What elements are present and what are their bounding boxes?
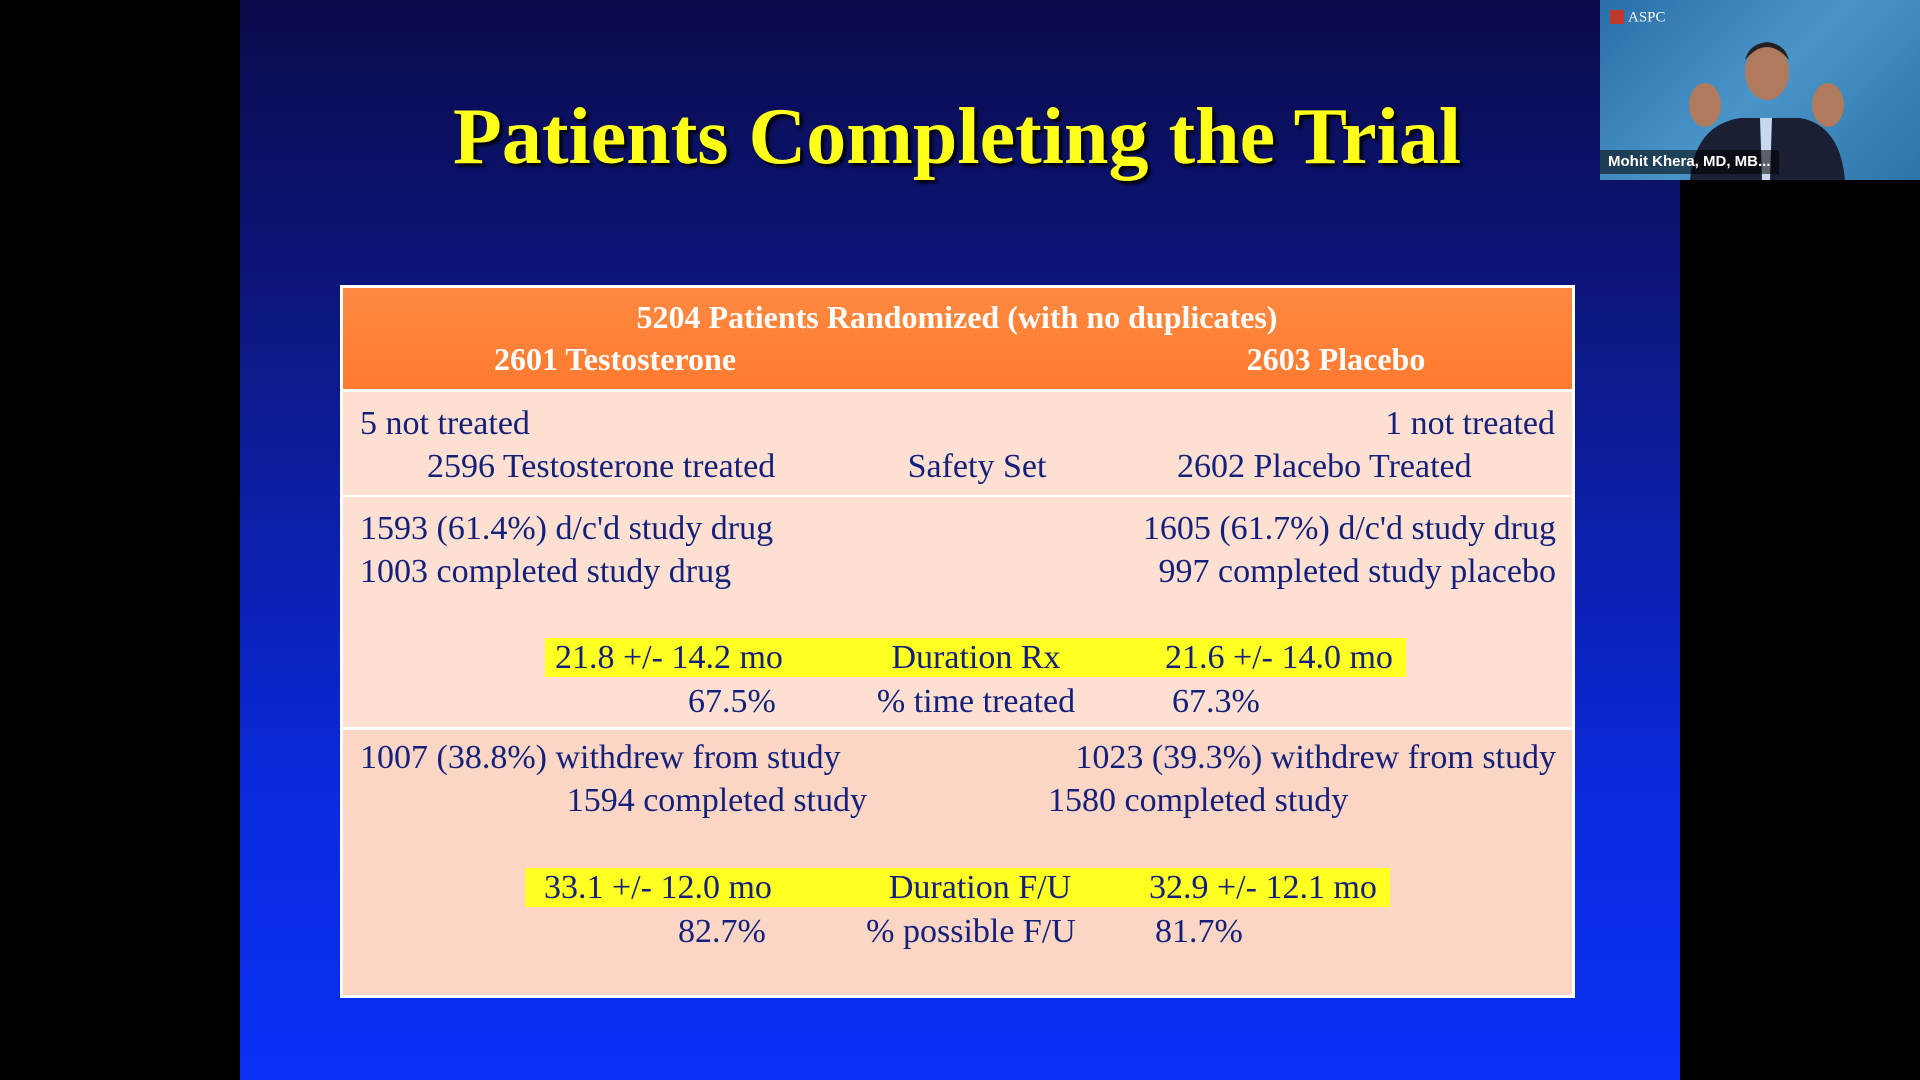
cell: 82.7% [678,913,766,950]
cell: 1605 (61.7%) d/c'd study drug [1142,510,1556,547]
cell: 1023 (39.3%) withdrew from study [1075,739,1556,776]
header-right: 2603 Placebo [1246,341,1426,377]
name-plate: Mohit Khera, MD, MB... [1600,150,1779,174]
cell: 1 not treated [1385,405,1555,442]
section-3 [343,730,1572,995]
cell: 5 not treated [360,405,530,442]
video-tile: ASPC Mohit Khera, MD, MB... [1600,0,1920,180]
cell: % time treated [876,683,1076,720]
cell: 67.3% [1172,683,1260,720]
section-1 [343,392,1572,495]
logo: ASPC [1628,9,1666,26]
cell: Safety Set [907,448,1047,485]
cell: 2596 Testosterone treated [427,448,776,485]
cell: Duration Rx [891,639,1061,676]
cell: 997 completed study placebo [1158,553,1556,590]
cell: 1003 completed study drug [360,553,732,590]
header-left: 2601 Testosterone [493,341,737,377]
cell: 33.1 +/- 12.0 mo [544,869,772,906]
cell: 32.9 +/- 12.1 mo [1149,869,1377,906]
cell: 81.7% [1155,913,1243,950]
cell: 2602 Placebo Treated [1177,448,1472,485]
cell: 21.6 +/- 14.0 mo [1165,639,1393,676]
cell: 21.8 +/- 14.2 mo [555,639,783,676]
cell: Duration F/U [888,869,1072,906]
highlight-fu [525,868,1390,907]
cell: 1593 (61.4%) d/c'd study drug [360,510,774,547]
slide-title: Patients Completing the Trial [452,93,1462,181]
cell: 67.5% [688,683,776,720]
highlight-rx [545,638,1406,677]
header-title: 5204 Patients Randomized (with no duplic… [636,299,1278,335]
section-2 [343,497,1572,727]
cell: 1594 completed study [566,782,867,819]
cell: 1580 completed study [1048,782,1349,819]
cell: % possible F/U [866,913,1076,950]
header-band [343,288,1572,389]
cell: 1007 (38.8%) withdrew from study [360,739,841,776]
